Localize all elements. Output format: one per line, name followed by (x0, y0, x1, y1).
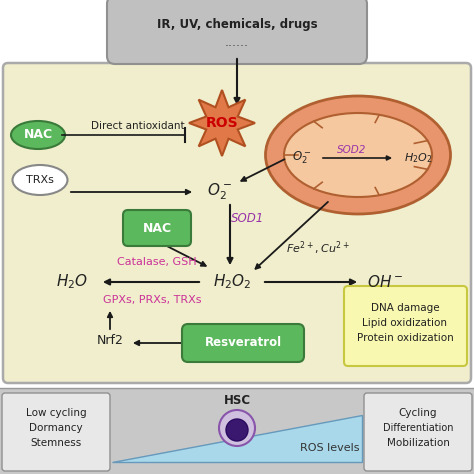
Text: ROS levels: ROS levels (300, 443, 360, 453)
Text: Lipid oxidization: Lipid oxidization (363, 318, 447, 328)
Ellipse shape (265, 96, 450, 214)
Text: Protein oxidization: Protein oxidization (356, 333, 453, 343)
Text: Low cycling: Low cycling (26, 408, 86, 418)
Text: $O_2^-$: $O_2^-$ (292, 150, 312, 166)
Ellipse shape (12, 165, 67, 195)
Text: Dormancy: Dormancy (29, 423, 83, 433)
Text: DNA damage: DNA damage (371, 303, 439, 313)
FancyBboxPatch shape (364, 393, 472, 471)
Text: NAC: NAC (143, 221, 172, 235)
Circle shape (226, 419, 248, 441)
Text: Stemness: Stemness (30, 438, 82, 448)
Text: $OH^-$: $OH^-$ (367, 274, 403, 290)
Bar (0, 388, 474, 474)
Text: Nrf2: Nrf2 (97, 334, 123, 346)
FancyBboxPatch shape (123, 210, 191, 246)
Circle shape (219, 410, 255, 446)
FancyBboxPatch shape (2, 393, 110, 471)
Text: $H_2O_2$: $H_2O_2$ (404, 151, 432, 165)
Ellipse shape (284, 113, 432, 197)
Text: Cycling: Cycling (399, 408, 437, 418)
Text: $O_2^-$: $O_2^-$ (208, 182, 233, 202)
FancyBboxPatch shape (3, 63, 471, 383)
Text: Direct antioxidant: Direct antioxidant (91, 121, 185, 131)
Text: HSC: HSC (223, 393, 251, 407)
Ellipse shape (11, 121, 65, 149)
Text: Mobilization: Mobilization (387, 438, 449, 448)
Text: SOD1: SOD1 (231, 211, 264, 225)
Text: Catalase, GSH: Catalase, GSH (117, 257, 197, 267)
Text: TRXs: TRXs (26, 175, 54, 185)
Text: ......: ...... (225, 36, 249, 48)
Text: Differentiation: Differentiation (383, 423, 453, 433)
Text: NAC: NAC (23, 128, 53, 142)
Text: $Fe^{2+}, Cu^{2+}$: $Fe^{2+}, Cu^{2+}$ (286, 239, 350, 257)
Text: SOD2: SOD2 (337, 145, 367, 155)
Text: IR, UV, chemicals, drugs: IR, UV, chemicals, drugs (157, 18, 317, 30)
Text: $H_2O$: $H_2O$ (56, 273, 88, 292)
Polygon shape (189, 90, 255, 156)
FancyBboxPatch shape (107, 0, 367, 64)
Text: ROS: ROS (206, 116, 238, 130)
Text: $H_2O_2$: $H_2O_2$ (213, 273, 251, 292)
FancyBboxPatch shape (344, 286, 467, 366)
Polygon shape (112, 415, 362, 462)
Text: Resveratrol: Resveratrol (204, 337, 282, 349)
FancyBboxPatch shape (182, 324, 304, 362)
Text: GPXs, PRXs, TRXs: GPXs, PRXs, TRXs (103, 295, 201, 305)
